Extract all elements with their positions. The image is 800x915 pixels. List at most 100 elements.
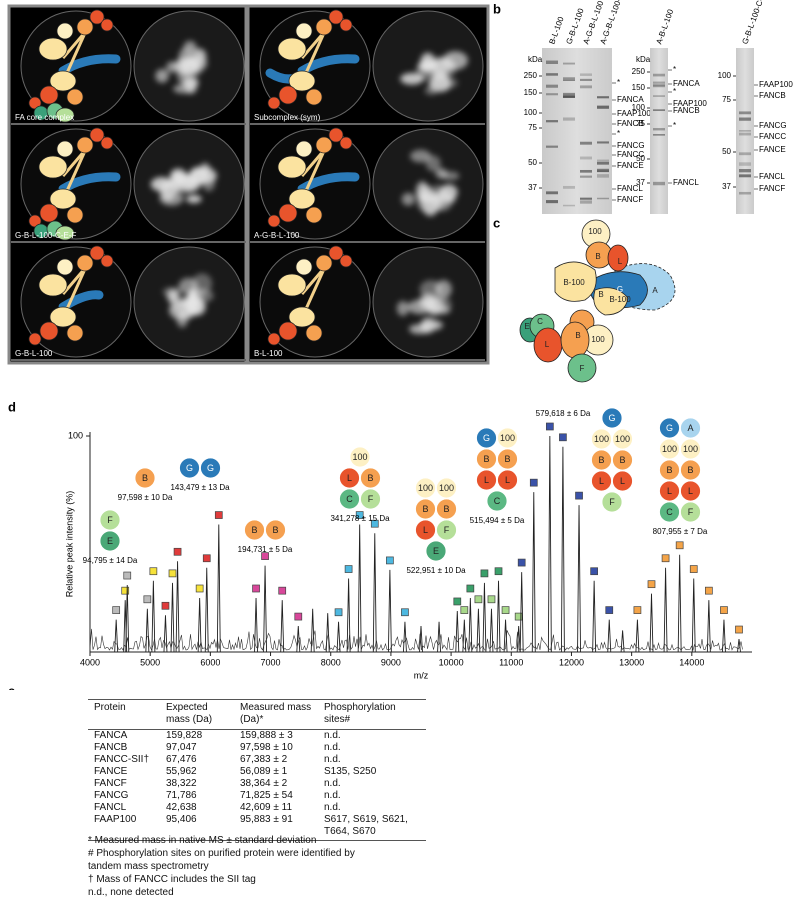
cartoon-link xyxy=(65,150,87,192)
panel-a-cell: A-G-B-L-100 xyxy=(250,127,485,243)
band-label: FANCF xyxy=(617,195,643,204)
subunit-label: A xyxy=(687,423,693,433)
cartoon-l xyxy=(328,245,344,261)
peak-marker xyxy=(590,567,598,576)
peak xyxy=(402,621,407,653)
peak-marker xyxy=(294,612,303,621)
band-label: FANCE xyxy=(617,161,644,170)
peak xyxy=(635,619,640,653)
mass-label: 807,955 ± 7 Da xyxy=(653,527,708,536)
gel-band xyxy=(546,73,558,76)
cartoon-100 xyxy=(295,22,313,40)
peak-marker xyxy=(261,552,269,560)
peak xyxy=(677,554,682,653)
cartoon-f xyxy=(55,225,75,241)
peak-marker xyxy=(214,511,223,519)
table-cell: FAAP100 xyxy=(88,814,160,841)
gel-band xyxy=(563,62,575,65)
subunit-label: L xyxy=(667,486,672,496)
cartoon-l xyxy=(339,254,353,268)
marker-label: 100 xyxy=(632,103,646,112)
band-label: FANCB xyxy=(673,106,700,115)
table-row: FANCA 159,828 159,888 ± 3 n.d. xyxy=(88,730,426,743)
band-label: FANCB xyxy=(617,119,644,128)
peak xyxy=(531,492,536,653)
table-cell: 67,476 xyxy=(166,754,197,765)
peak xyxy=(336,621,341,653)
table-cell: 97,598 ± 10 xyxy=(240,742,293,753)
cartoon-100 xyxy=(56,140,74,158)
cartoon-b100 xyxy=(277,155,307,179)
gel-band xyxy=(563,204,575,207)
subunit-label: E xyxy=(433,546,439,556)
em-density xyxy=(186,194,202,204)
gel-band xyxy=(597,168,609,172)
peak xyxy=(516,626,521,653)
subunit xyxy=(591,470,612,492)
peak xyxy=(175,561,180,653)
subunit-label: C xyxy=(494,496,501,506)
em-density xyxy=(417,61,439,71)
peak xyxy=(114,619,119,653)
x-tick-label: 7000 xyxy=(261,657,281,667)
subunit-label: G xyxy=(207,463,214,473)
peak-marker xyxy=(704,586,713,595)
em-density xyxy=(199,162,211,176)
peak xyxy=(706,600,711,653)
lane-label: A-B-L-100 xyxy=(654,8,675,46)
gel-band xyxy=(546,73,558,76)
peak xyxy=(263,565,268,653)
peak xyxy=(592,580,597,653)
subunit-label: 100 xyxy=(662,444,677,454)
gel-band xyxy=(546,93,558,96)
subunit-label: F xyxy=(688,507,694,517)
header-cell: Measured mass (Da)* xyxy=(234,699,318,730)
cartoon-l xyxy=(278,321,298,341)
marker-label: 50 xyxy=(528,158,537,167)
y-tick-label: 100 xyxy=(68,430,83,440)
table-cell: FANCG xyxy=(94,790,129,801)
peak xyxy=(455,610,460,653)
gel-band xyxy=(653,81,665,84)
peak xyxy=(620,630,625,653)
peak-marker xyxy=(334,608,343,617)
mass-label: 194,731 ± 5 Da xyxy=(238,545,293,554)
annotation: G G 143,479 ± 13 Da xyxy=(170,457,230,492)
footnote: # Phosphorylation sites on purified prot… xyxy=(88,848,355,872)
gel-band xyxy=(653,73,665,77)
peak xyxy=(691,578,696,653)
gel-band xyxy=(580,175,592,178)
peak-marker xyxy=(487,595,496,604)
mass-label: 94,795 ± 14 Da xyxy=(83,556,138,565)
diagram-label: B xyxy=(575,331,580,340)
peak-marker xyxy=(474,595,483,604)
em-density xyxy=(424,86,438,95)
gel-band xyxy=(739,132,751,136)
table-cell: FANCC-SII† xyxy=(94,754,150,765)
marker-label: 37 xyxy=(528,183,537,192)
diagram-label: A xyxy=(652,286,658,295)
cartoon-b100 xyxy=(49,70,77,92)
y-axis-label: Relative peak intensity (%) xyxy=(64,491,74,598)
peak-marker xyxy=(735,625,743,634)
gel-band xyxy=(739,130,751,132)
mass-label: 579,618 ± 6 Da xyxy=(536,409,591,418)
gel-band xyxy=(546,145,558,148)
gel-band xyxy=(597,96,609,99)
cartoon-f xyxy=(55,107,75,123)
subunit xyxy=(497,448,518,470)
subunit xyxy=(659,501,680,523)
x-tick-label: 5000 xyxy=(140,657,160,667)
subunit-label: G xyxy=(608,413,615,423)
peak xyxy=(547,435,552,653)
em-average xyxy=(162,273,214,328)
subunit-label: B xyxy=(504,454,510,464)
table-cell: 42,609 ± 11 xyxy=(240,802,293,813)
table-row: FANCC-SII† 67,476 67,383 ± 2 n.d. xyxy=(88,754,426,766)
diagram-label: F xyxy=(580,364,585,373)
band-label: FAAP100 xyxy=(617,109,651,118)
shape-l xyxy=(607,244,629,272)
gel-band xyxy=(580,78,592,82)
subunit-label: C xyxy=(346,494,353,504)
peak xyxy=(468,597,473,653)
